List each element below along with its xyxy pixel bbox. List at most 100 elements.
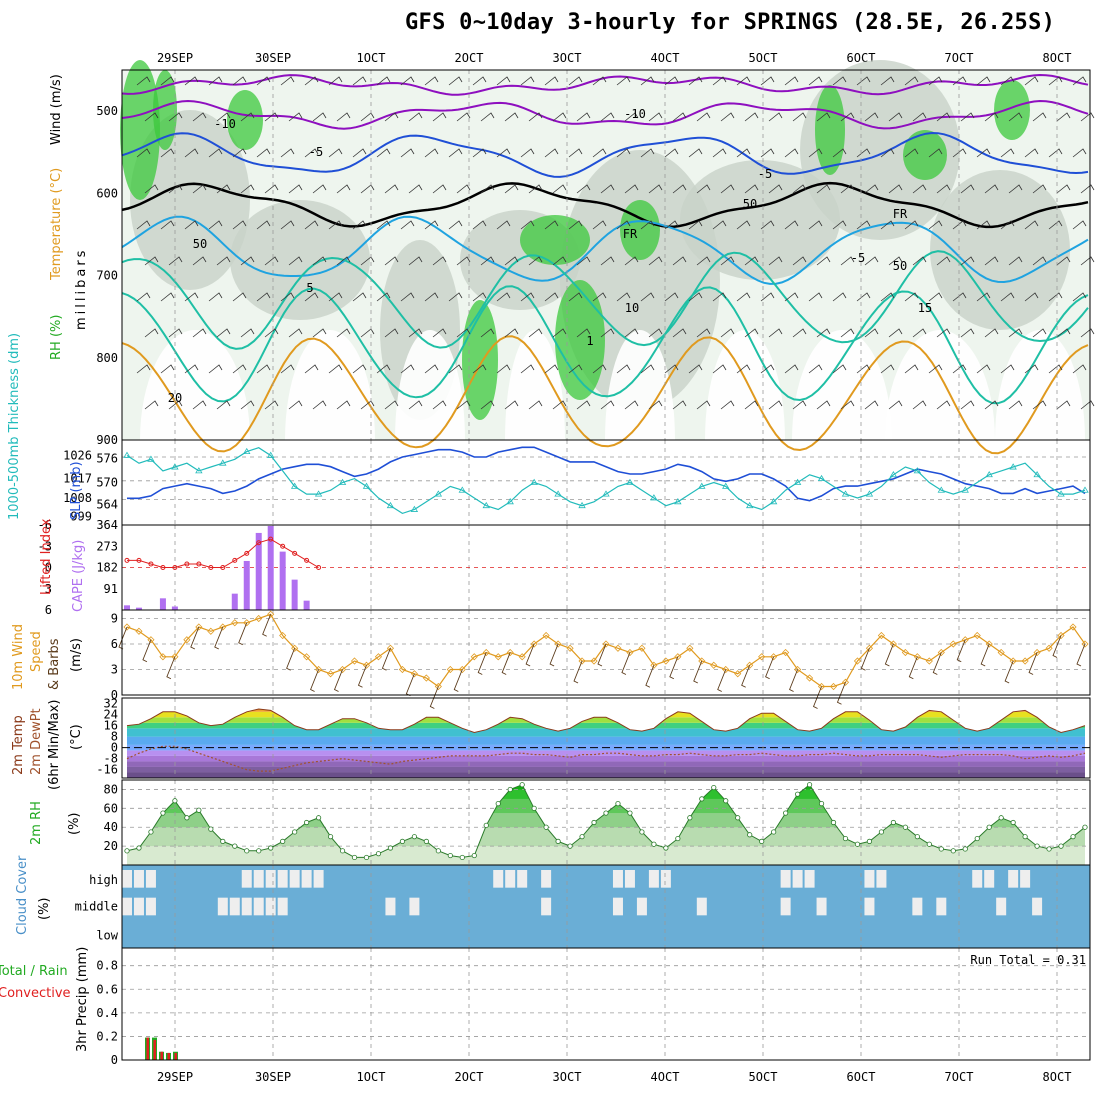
- wind-barb: [520, 76, 535, 86]
- rh-green-region: [555, 280, 605, 400]
- wind-barb: [448, 292, 463, 302]
- wind-barb: [864, 328, 879, 338]
- contour-label: FR: [623, 227, 638, 241]
- wind-barb: [552, 184, 567, 194]
- thickness-marker: [147, 455, 155, 462]
- dewpt-label: 2m DewPt: [29, 708, 44, 775]
- wind-barb: [160, 364, 175, 374]
- wind-barb: [432, 112, 447, 122]
- wind-barb: [672, 256, 687, 266]
- wind-barb: [688, 220, 703, 230]
- wind-speed-marker: [410, 670, 418, 678]
- li-marker: [208, 565, 214, 570]
- rh-marker: [699, 796, 705, 802]
- wind-barb: [352, 364, 367, 374]
- li-marker: [160, 565, 166, 570]
- rh-marker: [543, 824, 549, 830]
- wind-barb: [264, 256, 279, 266]
- wind-barb: [496, 76, 511, 86]
- precip-frame: [121, 947, 1091, 1061]
- wind-speed-marker: [817, 682, 826, 691]
- wind-barb: [904, 292, 919, 302]
- surface-wind-barb: [118, 626, 128, 650]
- wind-barb: [328, 220, 343, 230]
- wind-barb: [1000, 220, 1015, 230]
- wind-barb: [976, 364, 991, 374]
- wind-barb: [640, 292, 655, 302]
- rh-tick: 60: [104, 801, 118, 815]
- surface-wind-barb: [717, 669, 727, 692]
- wind-barb: [408, 112, 423, 122]
- wind-barb: [288, 112, 303, 122]
- wind-barb: [1008, 328, 1023, 338]
- wind-barb: [336, 112, 351, 122]
- rh-marker: [794, 791, 801, 797]
- cloud-gap: [1020, 870, 1031, 888]
- cloud-gap: [984, 870, 995, 888]
- pressure-tick-label: 900: [96, 433, 118, 447]
- wind-speed-marker: [279, 631, 287, 640]
- wind-speed-marker: [1045, 644, 1053, 652]
- wind-barb: [216, 256, 231, 266]
- wind-barb: [832, 76, 847, 86]
- cloud-gap: [122, 870, 132, 888]
- wind-barb: [520, 364, 535, 374]
- cape-tick: 273: [96, 539, 118, 553]
- temp-labels: 2m Temp: [11, 715, 26, 775]
- wind-barb: [264, 112, 279, 122]
- rh-marker: [938, 846, 944, 852]
- wind-barb: [184, 76, 199, 86]
- surface-wind-barb: [286, 648, 296, 671]
- rh-marker: [411, 834, 417, 840]
- wind-barb: [336, 256, 351, 266]
- wind-barb: [744, 328, 759, 338]
- precip-convective-bar: [146, 1037, 149, 1060]
- rh-marker: [639, 829, 645, 835]
- wind-barb: [240, 328, 255, 338]
- precip-conv-label: Convective: [0, 986, 71, 1001]
- wind-barb: [456, 256, 471, 266]
- temp-tick: 32: [104, 697, 118, 711]
- temp-contour-15: [121, 285, 1089, 405]
- wind-speed-marker: [147, 636, 155, 644]
- rh-marker: [184, 815, 190, 821]
- cloud-gap: [301, 870, 312, 888]
- li-tick: 0: [45, 561, 52, 575]
- wind-barb: [1080, 112, 1095, 122]
- rh-marker: [974, 835, 980, 842]
- rh-marker: [783, 810, 789, 816]
- wind-barb: [408, 328, 423, 338]
- wind-barb: [408, 256, 423, 266]
- wind-speed-marker: [350, 657, 359, 665]
- precip-tick: 0.6: [96, 982, 118, 996]
- temp-band: [127, 709, 1085, 712]
- surface-wind-barb: [908, 656, 918, 680]
- thickness-marker: [698, 482, 706, 489]
- surface-wind-barb: [238, 622, 248, 646]
- cape-bar: [135, 607, 142, 610]
- temp-band: [127, 750, 1085, 756]
- wind-barb: [808, 220, 823, 230]
- cloud-gap: [133, 870, 144, 888]
- wind-barb: [888, 400, 903, 410]
- wind-barb: [352, 292, 367, 302]
- wind-barb: [336, 400, 351, 410]
- wind-barb: [184, 292, 199, 302]
- rh-marker: [866, 838, 873, 844]
- surface-wind-barb: [477, 652, 487, 675]
- wind-barb: [840, 400, 855, 410]
- wind-barb: [456, 112, 471, 122]
- wind-barb: [760, 364, 775, 374]
- wind-barb: [880, 148, 895, 158]
- wind-barb: [816, 184, 831, 194]
- wind-barb: [144, 184, 159, 194]
- li-marker: [220, 565, 226, 570]
- wind-barb: [912, 400, 927, 410]
- wind-barb: [1032, 256, 1047, 266]
- wind-barb: [168, 184, 183, 194]
- wind-speed-marker: [913, 653, 921, 661]
- wind-speed-marker: [338, 665, 347, 674]
- thickness-marker: [985, 470, 993, 478]
- wind-barb: [600, 256, 615, 266]
- wind-barb: [880, 220, 895, 230]
